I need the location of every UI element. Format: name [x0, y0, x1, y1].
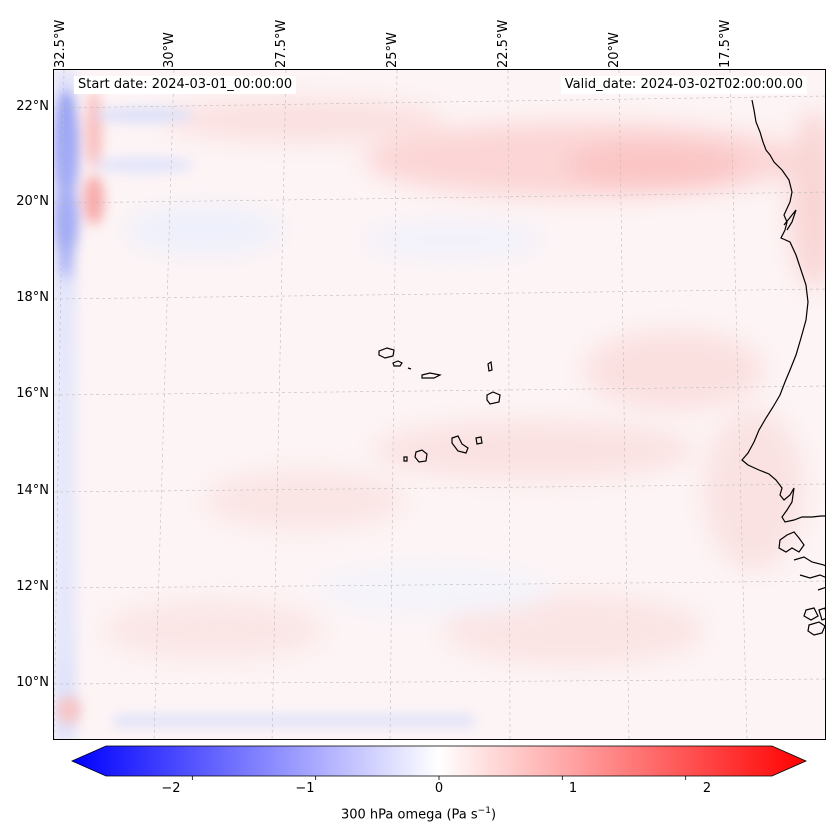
lat-label-18n: 18°N: [16, 290, 49, 305]
west-edge-ascent: [54, 70, 194, 739]
island-boa-vista: [486, 391, 501, 405]
lat-gridline: [54, 288, 825, 300]
island-santo-antao: [378, 347, 395, 359]
african-coastline: [741, 99, 825, 636]
lon-label-30w: 30°W: [162, 32, 177, 68]
lat-gridline: [54, 191, 825, 204]
island-small-2: [818, 607, 825, 621]
colorbar-tick-1: 1: [568, 781, 578, 796]
island-sao-vicente: [392, 360, 403, 367]
colorbar-title-exponent: −1: [477, 806, 491, 816]
island-small-3: [807, 621, 825, 636]
colorbar-tick-2: 2: [702, 781, 712, 796]
lon-gridline: [389, 70, 398, 739]
valid-date-label: Valid_date: 2024-03-02T02:00:00.00: [560, 76, 807, 94]
lon-gridline: [729, 70, 748, 739]
lat-label-16n: 16°N: [16, 386, 49, 401]
lat-gridline: [54, 95, 825, 109]
colorbar-title-prefix: 300 hPa omega (Pa s: [340, 807, 478, 823]
island-sal: [487, 360, 493, 372]
lat-label-10n: 10°N: [16, 675, 49, 690]
omega-field-blobs: [104, 98, 825, 665]
lon-gridline: [153, 70, 175, 739]
colorbar-tick-minus2: −2: [161, 781, 181, 796]
lon-label-27-5w: 27.5°W: [274, 19, 289, 68]
lon-gridline: [618, 70, 630, 739]
graticule: [54, 70, 825, 739]
island-small-1: [803, 607, 819, 621]
guinea-coast-2: [799, 574, 825, 579]
colorbar-tick-0: 0: [434, 781, 444, 796]
lon-label-22-5w: 22.5°W: [496, 19, 511, 68]
island-fogo: [414, 449, 428, 463]
omega-field-map: [54, 70, 825, 739]
bijagos-islands: [778, 531, 805, 553]
start-date-label: Start date: 2024-03-01_00:00:00: [74, 76, 297, 94]
lat-label-20n: 20°N: [16, 194, 49, 209]
coastline-main: [741, 99, 825, 523]
cape-verde-islands: [378, 347, 501, 463]
colorbar: [71, 745, 807, 780]
colorbar-tick-minus1: −1: [295, 781, 315, 796]
colorbar-bar: [71, 745, 807, 777]
lon-label-17-5w: 17.5°W: [718, 19, 733, 68]
lat-gridline: [54, 580, 825, 589]
island-sao-nicolau: [421, 372, 442, 379]
lat-gridline: [54, 385, 825, 396]
lon-label-32-5w: 32.5°W: [53, 19, 68, 68]
cap-blanc: [783, 209, 797, 231]
lat-gridline: [54, 483, 825, 493]
colorbar-ticks: [191, 776, 687, 780]
lon-gridline: [507, 70, 511, 739]
island-santiago: [451, 435, 469, 454]
lat-gridline: [54, 678, 825, 685]
colorbar-title: 300 hPa omega (Pa s−1): [0, 806, 837, 822]
south-edge-band: [57, 696, 474, 727]
island-maio: [475, 436, 483, 445]
lon-gridline: [271, 70, 287, 739]
lat-label-12n: 12°N: [16, 579, 49, 594]
island-santa-luzia: [407, 367, 412, 370]
map-panel: [53, 69, 826, 740]
lon-label-20w: 20°W: [607, 32, 622, 68]
island-brava: [403, 456, 408, 462]
guinea-coast: [793, 556, 825, 567]
lon-gridline: [54, 70, 65, 739]
colorbar-title-suffix: ): [490, 807, 497, 823]
lat-label-14n: 14°N: [16, 483, 49, 498]
lat-label-22n: 22°N: [16, 99, 49, 114]
lon-label-25w: 25°W: [385, 32, 400, 68]
guinea-coast-3: [817, 587, 825, 591]
